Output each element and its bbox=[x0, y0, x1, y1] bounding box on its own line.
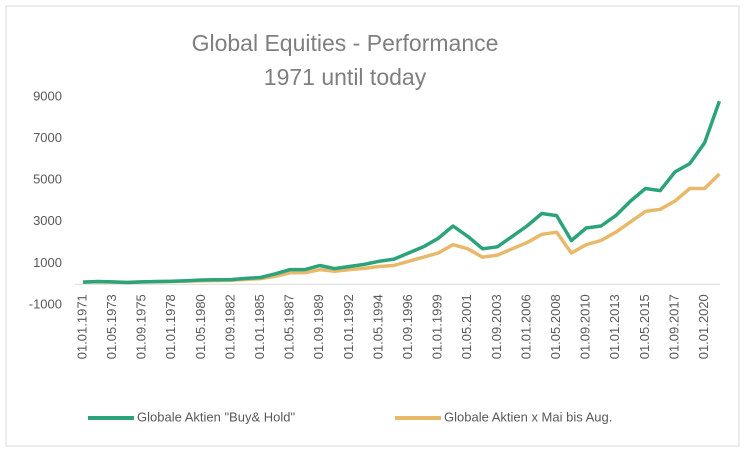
x-tick-label: 01.05.2015 bbox=[637, 294, 652, 359]
x-tick-label: 01.09.2010 bbox=[578, 294, 593, 359]
x-tick-label: 01.01.1992 bbox=[341, 294, 356, 359]
x-tick-label: 01.01.2013 bbox=[607, 294, 622, 359]
y-tick-label: 7000 bbox=[33, 130, 62, 145]
legend-label: Globale Aktien x Mai bis Aug. bbox=[444, 409, 612, 424]
x-tick-label: 01.01.2006 bbox=[518, 294, 533, 359]
x-tick-label: 01.05.1994 bbox=[370, 294, 385, 359]
x-tick-label: 01.09.1975 bbox=[134, 294, 149, 359]
x-tick-label: 01.09.2017 bbox=[666, 294, 681, 359]
x-tick-label: 01.05.1973 bbox=[104, 294, 119, 359]
x-tick-label: 01.05.1980 bbox=[193, 294, 208, 359]
y-tick-label: 1000 bbox=[33, 255, 62, 270]
x-tick-label: 01.09.1989 bbox=[311, 294, 326, 359]
legend-label: Globale Aktien "Buy& Hold" bbox=[137, 409, 295, 424]
x-tick-label: 01.09.2003 bbox=[489, 294, 504, 359]
y-tick-label: -1000 bbox=[29, 296, 62, 311]
x-tick-label: 01.01.1971 bbox=[74, 294, 89, 359]
y-tick-label: 3000 bbox=[33, 213, 62, 228]
chart-frame bbox=[5, 5, 740, 447]
y-tick-label: 9000 bbox=[33, 88, 62, 103]
y-tick-label: 5000 bbox=[33, 172, 62, 187]
x-tick-label: 01.01.2020 bbox=[696, 294, 711, 359]
chart-title: Global Equities - Performance bbox=[192, 30, 499, 56]
x-tick-label: 01.09.1996 bbox=[400, 294, 415, 359]
x-tick-label: 01.09.1982 bbox=[222, 294, 237, 359]
x-tick-label: 01.05.1987 bbox=[282, 294, 297, 359]
series-line bbox=[82, 100, 722, 285]
x-tick-label: 01.05.2001 bbox=[459, 294, 474, 359]
chart-subtitle: 1971 until today bbox=[264, 64, 427, 90]
x-tick-label: 01.05.2008 bbox=[548, 294, 563, 359]
x-tick-label: 01.01.1999 bbox=[430, 294, 445, 359]
x-tick-label: 01.01.1985 bbox=[252, 294, 267, 359]
x-tick-label: 01.01.1978 bbox=[163, 294, 178, 359]
